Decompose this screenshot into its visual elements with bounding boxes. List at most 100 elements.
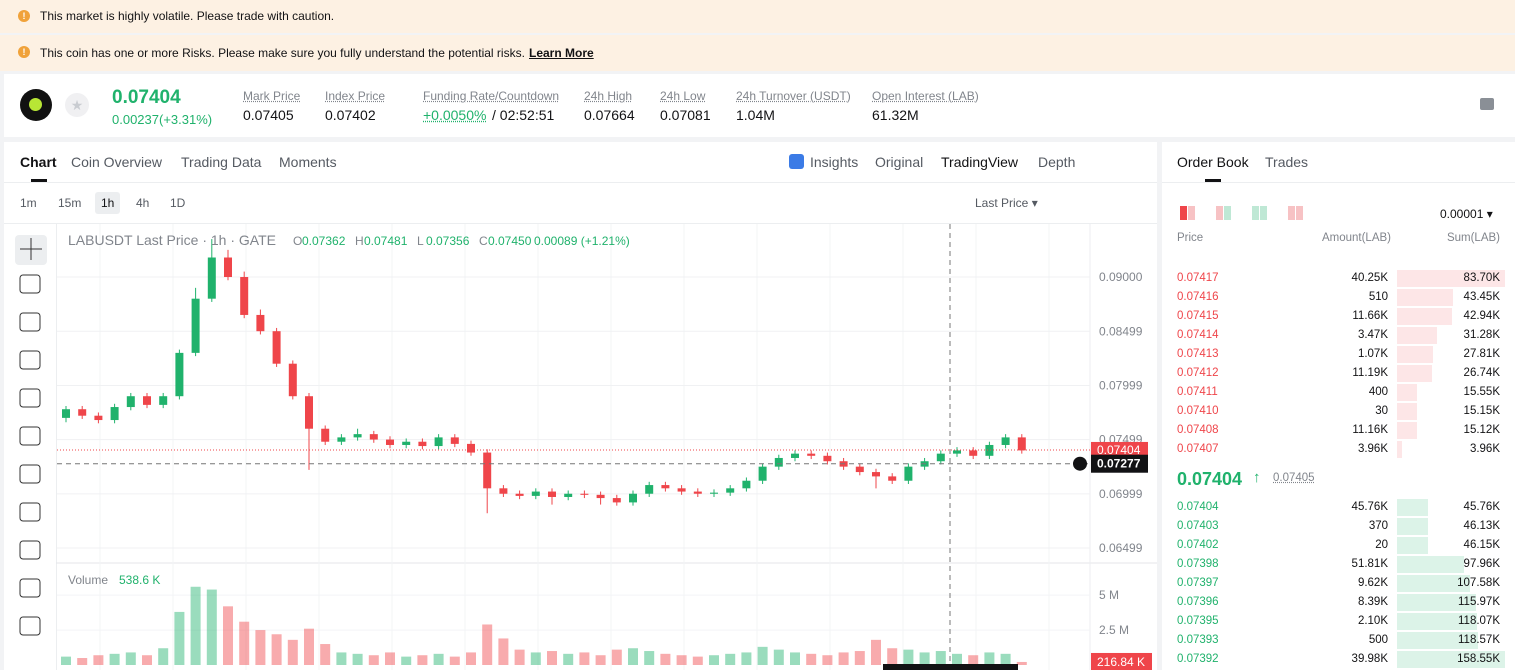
layout-toggle[interactable] xyxy=(1216,206,1223,220)
volume-bar xyxy=(433,653,444,665)
volume-bar xyxy=(644,651,655,665)
candle-body xyxy=(661,485,670,489)
volume-bar xyxy=(1016,661,1027,665)
stat-label: Open Interest (LAB) xyxy=(872,89,979,103)
volume-bar xyxy=(806,653,817,665)
volume-bar xyxy=(968,655,979,665)
chart-tab[interactable]: Trading Data xyxy=(181,154,262,170)
stat-label: 24h High xyxy=(584,89,633,103)
volume-bar xyxy=(628,648,638,665)
mid-price: 0.07404 xyxy=(1177,469,1243,489)
candle-body xyxy=(612,498,621,503)
chart-panel xyxy=(4,142,1157,670)
depth-bar xyxy=(1397,556,1464,573)
candle-body xyxy=(305,396,313,429)
volume-bar xyxy=(790,652,800,665)
interval-option[interactable]: 1m xyxy=(20,196,37,210)
price: 0.07416 xyxy=(1177,291,1219,303)
volume-bar xyxy=(498,638,509,665)
price-type-select[interactable]: Last Price ▾ xyxy=(975,196,1038,210)
drawing-tool[interactable] xyxy=(19,274,41,294)
sum: 42.94K xyxy=(1463,310,1500,322)
candle-body xyxy=(1017,437,1026,451)
volume-bar xyxy=(385,652,395,665)
coin-logo xyxy=(20,89,52,121)
volume-value-label: 216.84 K xyxy=(1097,655,1145,669)
chart-tab[interactable]: Chart xyxy=(20,154,57,170)
candle-body xyxy=(207,257,216,299)
sum: 97.96K xyxy=(1463,558,1500,570)
drawing-tool[interactable] xyxy=(19,616,41,636)
depth-bar xyxy=(1397,632,1478,649)
sum: 15.12K xyxy=(1463,424,1500,436)
ohlc-value: 0.07450 xyxy=(488,234,532,248)
sum: 158.55K xyxy=(1457,653,1500,665)
price: 0.07408 xyxy=(1177,424,1219,436)
chart-title: LABUSDT Last Price · 1h · GATE xyxy=(68,232,276,248)
last-price: 0.07404 xyxy=(112,87,181,108)
price: 0.07413 xyxy=(1177,348,1219,360)
amount: 11.19K xyxy=(1352,367,1388,379)
chart-tab[interactable]: Moments xyxy=(279,154,337,170)
volume-bar xyxy=(887,648,898,665)
favorite-star[interactable]: ★ xyxy=(65,93,89,117)
price: 0.07402 xyxy=(1177,539,1219,551)
last-price-label: 0.07404 xyxy=(1097,443,1141,457)
volume-bar xyxy=(822,655,833,665)
amount: 9.62K xyxy=(1357,577,1388,589)
drawing-tool[interactable] xyxy=(19,350,41,370)
layout-toggle[interactable] xyxy=(1180,206,1187,220)
add-order-button[interactable] xyxy=(1073,456,1087,471)
learn-more-link[interactable]: Learn More xyxy=(529,46,594,60)
y-tick-label: 0.06999 xyxy=(1099,487,1143,501)
volume-bar xyxy=(984,652,995,665)
depth-bar xyxy=(1397,575,1471,592)
interval-option[interactable]: 1D xyxy=(170,196,186,210)
volume-bar xyxy=(304,628,314,665)
view-option[interactable]: Insights xyxy=(810,154,859,170)
stat-label: Funding Rate/Countdown xyxy=(423,89,560,103)
volume-title: Volume xyxy=(68,573,108,587)
amount: 400 xyxy=(1368,386,1388,398)
drawing-tool[interactable] xyxy=(19,578,41,598)
layout-toggle[interactable] xyxy=(1288,206,1295,220)
drawing-tool[interactable] xyxy=(19,426,41,446)
order-book-tab[interactable]: Trades xyxy=(1265,154,1309,170)
volume-bar xyxy=(757,646,768,665)
precision-select[interactable]: 0.00001 ▾ xyxy=(1440,207,1493,221)
drawing-tool[interactable] xyxy=(19,502,41,522)
depth-bar xyxy=(1397,499,1429,516)
drawing-tool[interactable] xyxy=(19,464,41,484)
price: 0.07397 xyxy=(1177,577,1219,589)
price: 0.07395 xyxy=(1177,615,1219,627)
drawing-tool[interactable] xyxy=(19,388,41,408)
interval-option[interactable]: 4h xyxy=(136,196,150,210)
candle-body xyxy=(143,396,151,405)
ai-icon[interactable] xyxy=(789,154,804,169)
candle-body xyxy=(159,396,168,405)
candle-body xyxy=(337,437,346,442)
view-option[interactable]: Original xyxy=(875,154,924,170)
volume-bar xyxy=(595,655,606,665)
view-option[interactable]: TradingView xyxy=(941,154,1019,170)
interval-option[interactable]: 1h xyxy=(95,192,121,214)
volume-bar xyxy=(563,653,574,665)
candle-body xyxy=(126,396,135,408)
drawing-tool[interactable] xyxy=(19,312,41,332)
amount: 11.16K xyxy=(1352,424,1388,436)
candle-body xyxy=(256,314,265,332)
price-type: Last Price xyxy=(975,196,1029,210)
candle-body xyxy=(418,441,427,447)
stat-value: 0.07402 xyxy=(325,107,376,123)
amount: 51.81K xyxy=(1351,558,1388,570)
volume-bar xyxy=(417,655,428,665)
drawing-tool[interactable] xyxy=(19,540,41,560)
interval-option[interactable]: 15m xyxy=(58,196,82,210)
ohlc-value: 0.07356 xyxy=(426,234,470,248)
layout-toggle[interactable] xyxy=(1252,206,1259,220)
order-book-tab[interactable]: Order Book xyxy=(1177,154,1249,170)
stat-label: Index Price xyxy=(325,89,386,103)
guide-icon[interactable] xyxy=(1480,98,1494,110)
view-option[interactable]: Depth xyxy=(1038,154,1076,170)
chart-tab[interactable]: Coin Overview xyxy=(71,154,163,170)
